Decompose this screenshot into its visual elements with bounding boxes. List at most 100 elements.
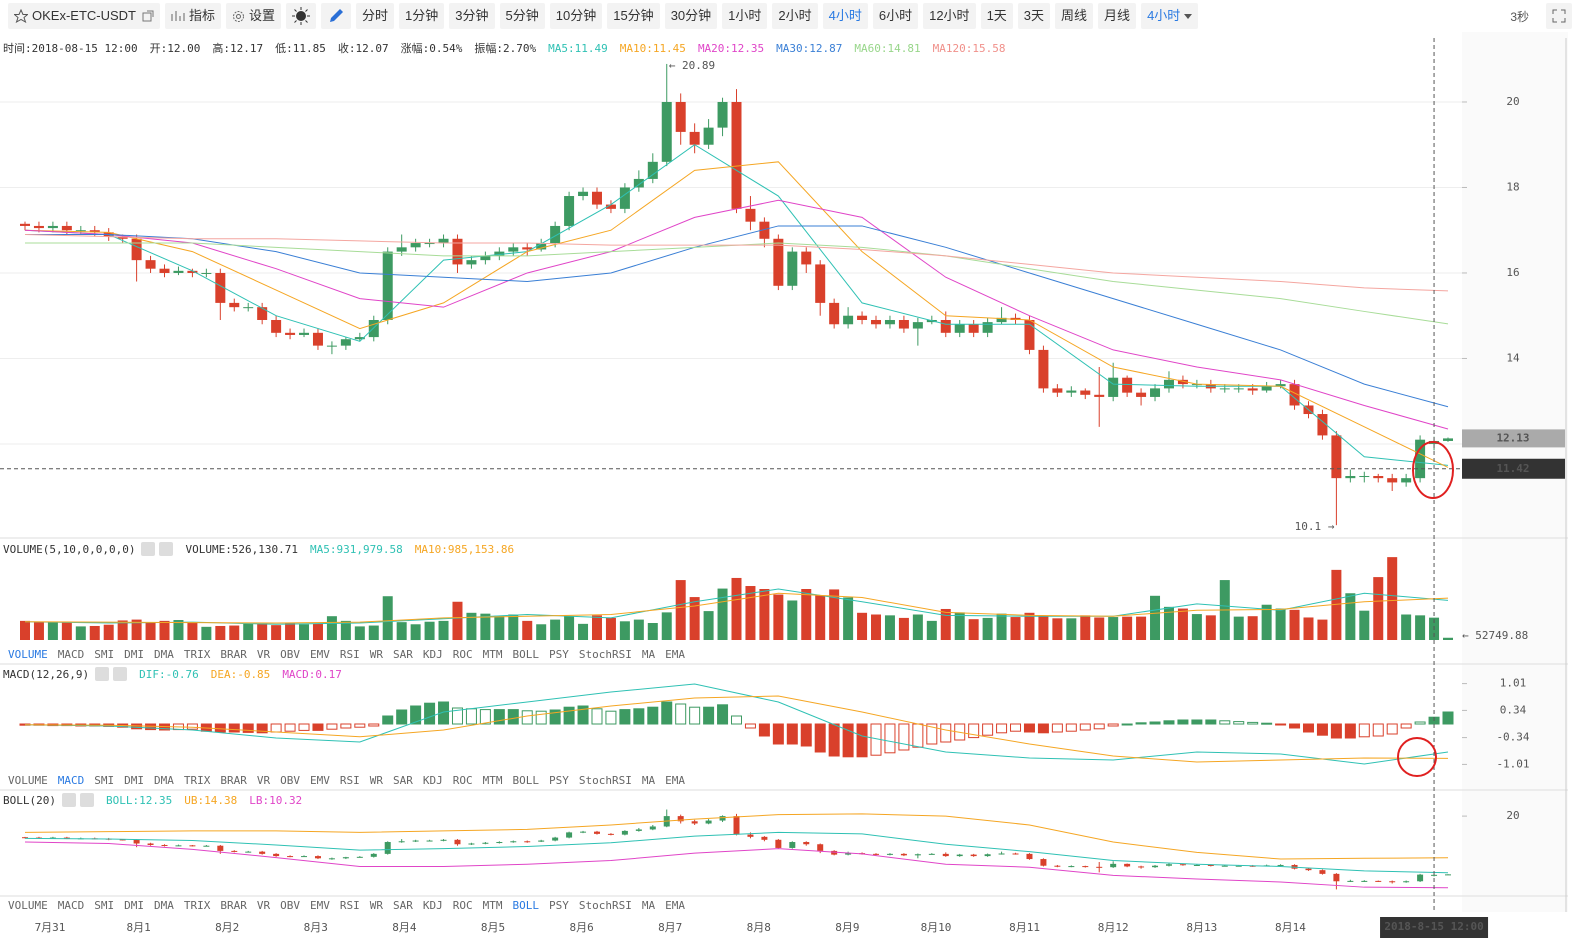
interval-button[interactable]: 4小时	[822, 3, 868, 29]
indicator-tab[interactable]: DMA	[154, 648, 174, 661]
indicator-tab[interactable]: KDJ	[422, 648, 443, 661]
indicator-tab[interactable]: SMI	[94, 774, 115, 787]
indicator-tab[interactable]: KDJ	[422, 774, 443, 787]
candle-body	[845, 853, 852, 855]
indicator-tab[interactable]: DMI	[124, 774, 144, 787]
indicator-tab[interactable]: MTM	[482, 899, 503, 912]
indicator-tab[interactable]: SAR	[393, 774, 413, 787]
indicator-tab[interactable]: WR	[369, 774, 383, 787]
indicator-tab[interactable]: SMI	[94, 648, 115, 661]
indicator-tab[interactable]: BOLL	[512, 899, 540, 912]
indicator-tab[interactable]: BRAR	[220, 648, 247, 661]
indicator-tab[interactable]: PSY	[549, 648, 569, 661]
indicator-tab[interactable]: OBV	[280, 899, 300, 912]
indicator-tab[interactable]: VOLUME	[8, 648, 48, 661]
theme-button[interactable]	[286, 3, 317, 29]
indicator-tab[interactable]: TRIX	[183, 774, 211, 787]
interval-button[interactable]: 周线	[1055, 3, 1094, 29]
volume-bar	[996, 613, 1007, 640]
indicator-tab[interactable]: MACD	[57, 899, 85, 912]
indicator-tab[interactable]: VOLUME	[8, 774, 48, 787]
indicator-tab[interactable]: ROC	[452, 899, 473, 912]
indicators-button[interactable]: 指标	[165, 3, 222, 29]
indicator-tab[interactable]: RSI	[339, 648, 360, 661]
fullscreen-button[interactable]	[1546, 3, 1572, 29]
candle-body	[1347, 880, 1354, 882]
interval-button[interactable]: 12小时	[923, 3, 976, 29]
settings-icon[interactable]	[95, 667, 110, 681]
indicator-tab[interactable]: VR	[256, 899, 271, 912]
interval-button[interactable]: 5分钟	[499, 3, 545, 29]
interval-button[interactable]: 15分钟	[607, 3, 660, 29]
indicator-tab[interactable]: EMA	[665, 774, 685, 787]
indicator-tab[interactable]: OBV	[280, 774, 300, 787]
indicator-tab[interactable]: OBV	[280, 648, 300, 661]
candle-body	[621, 830, 628, 835]
interval-dropdown[interactable]: 4小时	[1141, 3, 1199, 29]
indicator-tab[interactable]: BOLL	[512, 648, 540, 661]
indicator-tab[interactable]: MA	[641, 899, 656, 912]
close-icon[interactable]	[79, 793, 94, 807]
indicator-tab[interactable]: ROC	[452, 774, 473, 787]
interval-button[interactable]: 1分钟	[399, 3, 445, 29]
settings-icon[interactable]	[141, 542, 156, 556]
candle-body	[831, 850, 838, 855]
indicator-tab[interactable]: VR	[256, 774, 271, 787]
indicator-tab[interactable]: MTM	[482, 774, 503, 787]
indicator-tab[interactable]: TRIX	[183, 648, 211, 661]
indicator-tab[interactable]: MTM	[482, 648, 503, 661]
indicator-tab[interactable]: EMV	[310, 899, 330, 912]
indicator-tab[interactable]: StochRSI	[578, 899, 632, 912]
interval-button[interactable]: 月线	[1098, 3, 1137, 29]
indicator-tab[interactable]: TRIX	[183, 899, 211, 912]
x-tick-label: 8月9	[835, 921, 859, 934]
indicator-tab[interactable]: SMI	[94, 899, 115, 912]
symbol-button[interactable]: OKEx-ETC-USDT	[8, 3, 160, 29]
draw-button[interactable]	[321, 3, 352, 29]
indicator-tab[interactable]: ROC	[452, 648, 473, 661]
interval-button[interactable]: 10分钟	[549, 3, 603, 29]
indicator-tab[interactable]: DMI	[124, 648, 144, 661]
indicator-tab[interactable]: SAR	[393, 648, 413, 661]
close-icon[interactable]	[113, 667, 128, 681]
indicator-tab[interactable]: EMV	[310, 648, 330, 661]
indicator-tab[interactable]: BOLL	[512, 774, 540, 787]
indicator-tab[interactable]: DMA	[154, 899, 174, 912]
settings-button[interactable]: 设置	[226, 3, 282, 29]
indicator-tab[interactable]: SAR	[393, 899, 413, 912]
indicator-tab[interactable]: MA	[641, 648, 656, 661]
candle-body	[1361, 880, 1368, 882]
indicator-tab[interactable]: PSY	[549, 774, 569, 787]
interval-button[interactable]: 2小时	[772, 3, 818, 29]
indicator-tab[interactable]: BRAR	[220, 899, 247, 912]
indicator-tab[interactable]: VOLUME	[8, 899, 48, 912]
interval-button[interactable]: 分时	[356, 3, 395, 29]
indicator-tab[interactable]: WR	[369, 648, 383, 661]
indicator-tab[interactable]: BRAR	[220, 774, 247, 787]
indicator-tab[interactable]: MA	[641, 774, 656, 787]
indicator-tab[interactable]: KDJ	[422, 899, 443, 912]
indicator-tab[interactable]: EMV	[310, 774, 330, 787]
settings-icon[interactable]	[61, 793, 76, 807]
interval-button[interactable]: 6小时	[872, 3, 919, 29]
interval-button[interactable]: 30分钟	[664, 3, 718, 29]
indicator-tab[interactable]: EMA	[665, 899, 685, 912]
indicator-tab[interactable]: MACD	[57, 774, 85, 787]
indicator-tab[interactable]: MACD	[57, 648, 85, 661]
indicator-tab[interactable]: StochRSI	[578, 648, 632, 661]
interval-button[interactable]: 1天	[980, 3, 1013, 29]
interval-button[interactable]: 3天	[1017, 3, 1051, 29]
indicator-tab[interactable]: VR	[256, 648, 271, 661]
interval-button[interactable]: 3分钟	[449, 3, 495, 29]
indicator-tab[interactable]: PSY	[549, 899, 569, 912]
indicator-tab[interactable]: EMA	[665, 648, 685, 661]
indicator-tab[interactable]: WR	[369, 899, 383, 912]
interval-button[interactable]: 1小时	[722, 3, 768, 29]
indicator-tab[interactable]: RSI	[339, 899, 360, 912]
indicator-tab[interactable]: RSI	[339, 774, 360, 787]
candle-body	[677, 816, 684, 822]
indicator-tab[interactable]: DMI	[124, 899, 144, 912]
indicator-tab[interactable]: DMA	[154, 774, 174, 787]
indicator-tab[interactable]: StochRSI	[578, 774, 632, 787]
close-icon[interactable]	[159, 542, 174, 556]
